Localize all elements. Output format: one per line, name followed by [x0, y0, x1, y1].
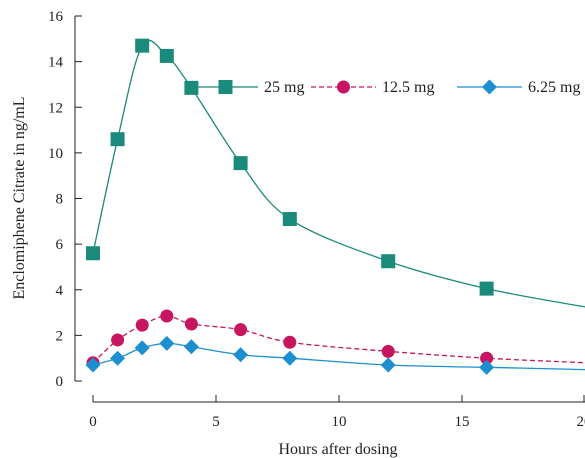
y-tick-label: 2 [56, 328, 64, 344]
data-point [183, 339, 199, 355]
data-point [282, 212, 297, 227]
data-point [86, 246, 100, 261]
x-tick-label: 10 [332, 414, 347, 430]
data-point [381, 344, 395, 358]
data-point [480, 351, 494, 365]
data-point [381, 254, 396, 269]
data-point [184, 317, 198, 331]
y-tick-label: 8 [56, 192, 64, 208]
series-diamond [85, 335, 585, 375]
series-line [92, 315, 585, 364]
data-point [184, 80, 199, 95]
data-point [110, 132, 125, 147]
series-line [92, 39, 585, 308]
data-point [159, 48, 174, 63]
x-axis-title: Hours after dosing [278, 441, 397, 458]
y-tick-label: 0 [56, 374, 64, 390]
x-tick-label: 0 [89, 414, 97, 430]
data-point [135, 318, 149, 332]
legend-item: 25 mg [193, 79, 304, 96]
data-point [283, 335, 297, 349]
legend-label: 12.5 mg [382, 79, 434, 96]
data-point [110, 350, 126, 366]
y-tick-label: 14 [48, 55, 64, 71]
y-tick-label: 4 [56, 283, 64, 299]
y-tick-label: 6 [56, 237, 64, 253]
x-tick-label: 15 [455, 414, 470, 430]
legend-marker [482, 79, 497, 95]
y-tick-label: 10 [48, 146, 63, 162]
data-point [85, 357, 101, 373]
series-square [86, 38, 585, 308]
legend-item: 6.25 mg [457, 79, 580, 96]
data-point [479, 359, 495, 375]
axes: 0 2 4 6 8 10 12 14 16 0 5 10 15 20 [48, 9, 585, 430]
legend-label: 25 mg [264, 79, 304, 96]
legend-marker [218, 80, 233, 94]
y-axis-title: Enclomiphene Citrate in ng/mL [11, 96, 28, 299]
data-point [233, 347, 249, 363]
data-point [234, 323, 248, 337]
y-tick-label: 12 [48, 100, 63, 116]
x-tick-label: 5 [212, 414, 220, 430]
data-point [111, 333, 125, 347]
legend-marker [337, 80, 350, 94]
x-tick-label: 20 [577, 414, 585, 430]
legend-item: 12.5 mg [311, 79, 434, 96]
data-point [380, 357, 396, 373]
data-point [479, 281, 494, 296]
legend-label: 6.25 mg [528, 79, 580, 96]
series-layer [85, 38, 585, 375]
data-point [135, 38, 150, 53]
data-point [159, 335, 175, 351]
series-circle [86, 309, 585, 370]
data-point [134, 340, 150, 356]
data-point [160, 309, 174, 323]
legend: 25 mg 12.5 mg 6.25 mg [193, 79, 580, 96]
y-tick-label: 16 [48, 9, 64, 25]
data-point [282, 350, 298, 366]
data-point [233, 156, 248, 171]
